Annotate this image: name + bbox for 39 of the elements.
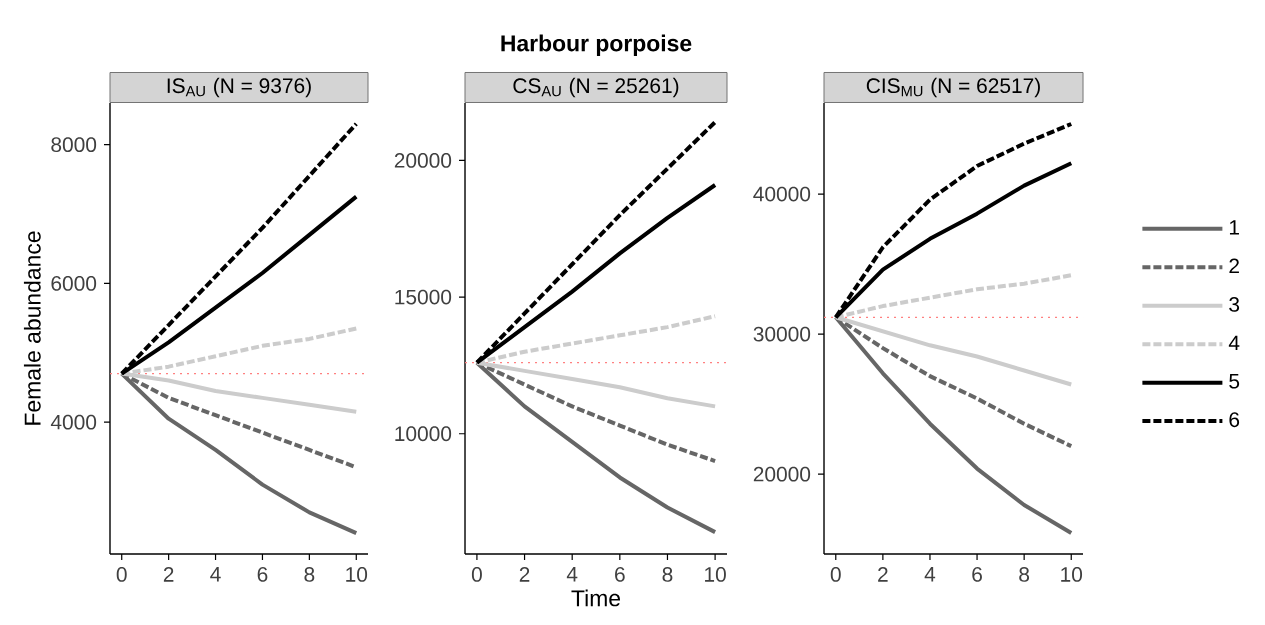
x-tick-label: 2 [163,567,174,582]
x-tick-label: 2 [519,567,530,582]
x-tick-label: 8 [662,567,673,582]
x-tick-label: 4 [210,567,221,582]
x-tick-label: 8 [1019,567,1030,582]
legend-label: 5 [1229,373,1240,389]
x-tick-label: 6 [972,567,982,582]
y-tick-label: 40000 [753,186,811,202]
y-tick-label: 8000 [51,137,97,153]
y-tick-label: 10000 [395,426,452,442]
x-tick-label: 0 [471,567,482,582]
y-axis-title: Female abundance [23,231,41,425]
x-tick-label: 4 [566,567,578,582]
chart-subtitle: IS$_{AU}$ (N = 9376) [167,77,311,98]
y-tick-label: 15000 [395,289,452,305]
x-tick-label: 4 [924,567,936,582]
x-tick-label: 0 [830,567,841,582]
x-tick-label: 10 [1061,567,1083,582]
legend-label: 4 [1228,335,1240,351]
x-tick-label: 10 [346,567,368,582]
y-tick-label: 4000 [50,414,97,430]
y-tick-label: 20000 [753,466,811,482]
y-tick-label: 20000 [394,153,452,168]
y-tick-label: 30000 [753,326,811,342]
x-axis-title: Time [571,589,621,607]
x-tick-label: 6 [615,567,625,582]
chart-subtitle: CS$_{AU}$ (N = 25261) [513,77,679,98]
chart-title: Harbour porpoise [501,34,692,56]
legend-label: 6 [1229,412,1240,428]
y-tick-label: 6000 [51,276,97,291]
legend-label: 2 [1229,258,1239,274]
chart-subtitle: CIS$_{MU}$ (N = 62517) [866,77,1040,98]
legend-label: 3 [1229,297,1240,312]
x-tick-label: 10 [705,567,726,582]
legend-label: 1 [1229,220,1239,235]
x-tick-label: 0 [116,567,127,582]
x-tick-label: 6 [257,567,268,582]
x-tick-label: 8 [304,567,315,582]
x-tick-label: 2 [878,567,888,582]
